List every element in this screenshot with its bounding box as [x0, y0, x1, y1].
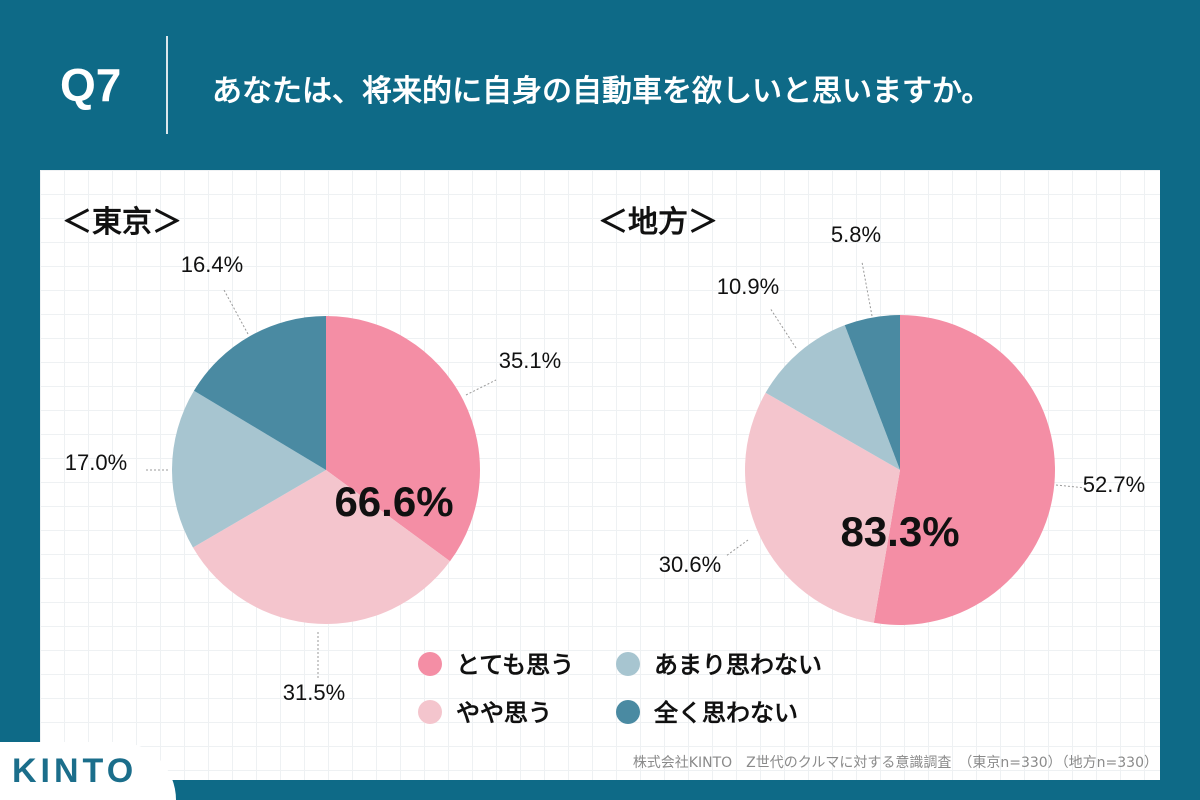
- pie-region-value-label: 5.8%: [831, 222, 881, 247]
- chart-title-region: ＜地方＞: [598, 205, 718, 240]
- pie-tokyo-value-label: 17.0%: [65, 450, 127, 475]
- header: Q7 あなたは、将来的に自身の自動車を欲しいと思いますか。: [0, 0, 1200, 170]
- pie-layer: 35.1% 31.5% 17.0% 16.4% 66.6% 52.7% 30.6% 10.9%…: [65, 222, 1145, 705]
- legend-swatch: [418, 700, 442, 724]
- legend-swatch: [616, 652, 640, 676]
- leader-line: [465, 379, 497, 396]
- leader-line: [725, 539, 749, 557]
- pie-tokyo-slice-not-much: [172, 390, 326, 548]
- pie-region-value-label: 10.9%: [717, 274, 779, 299]
- leader-line: [1055, 484, 1087, 489]
- pie-tokyo-value-label: 31.5%: [283, 680, 345, 705]
- legend-label: やや思う: [456, 699, 552, 727]
- pie-tokyo-value-label: 35.1%: [499, 348, 561, 373]
- pie-region-slice-not-much: [765, 325, 900, 470]
- pie-region-slice-not-at-all: [844, 315, 900, 470]
- legend-label: 全く思わない: [653, 699, 798, 727]
- pie-region-value-label: 30.6%: [659, 552, 721, 577]
- source-note: 株式会社KINTO Z世代のクルマに対する意識調査 （東京n=330）（地方n=…: [632, 755, 1158, 771]
- legend-swatch: [616, 700, 640, 724]
- pie-tokyo-slice-somewhat: [192, 470, 451, 624]
- kinto-logo: KINTO: [12, 752, 138, 790]
- pie-tokyo-value-label: 16.4%: [181, 252, 243, 277]
- chart-title-tokyo: ＜東京＞: [62, 205, 182, 240]
- pie-region-slice-somewhat: [745, 392, 900, 623]
- legend-label: とても思う: [456, 651, 574, 679]
- question-number: Q7: [60, 59, 122, 111]
- pie-tokyo-slice-not-at-all: [193, 316, 326, 470]
- legend-label: あまり思わない: [654, 651, 822, 679]
- question-text: あなたは、将来的に自身の自動車を欲しいと思いますか。: [212, 74, 992, 109]
- leader-line: [223, 289, 249, 335]
- leader-line: [769, 307, 797, 349]
- header-divider: [166, 36, 168, 134]
- pie-region-slice-very-much: [873, 315, 1056, 625]
- pie-region-value-label: 52.7%: [1083, 472, 1145, 497]
- pie-tokyo-slice-very-much: [326, 316, 480, 562]
- pie-tokyo-total-label: 66.6%: [334, 478, 453, 525]
- pie-region-total-label: 83.3%: [840, 508, 959, 555]
- leader-line: [861, 261, 873, 317]
- kinto-logo-box: KINTO: [0, 742, 176, 800]
- legend-swatch: [418, 652, 442, 676]
